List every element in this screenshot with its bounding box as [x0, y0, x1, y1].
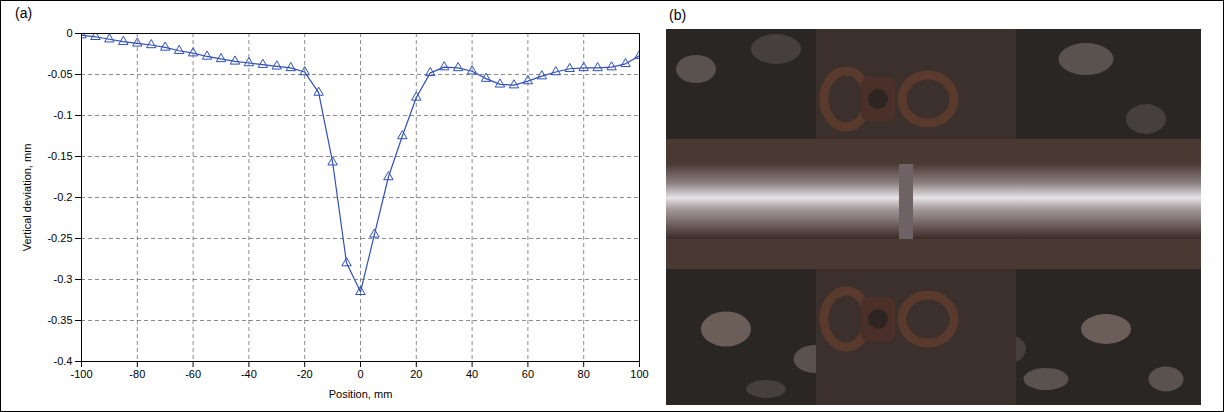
svg-text:0: 0: [66, 27, 72, 39]
svg-text:-40: -40: [241, 368, 257, 380]
svg-text:-0.2: -0.2: [54, 191, 73, 203]
svg-text:20: 20: [410, 368, 422, 380]
svg-text:60: 60: [522, 368, 534, 380]
svg-text:0: 0: [357, 368, 363, 380]
svg-text:-60: -60: [185, 368, 201, 380]
svg-text:-100: -100: [70, 368, 92, 380]
svg-text:-0.3: -0.3: [54, 273, 73, 285]
svg-text:Vertical deviation, mm: Vertical deviation, mm: [21, 144, 33, 252]
html-text:(b): (b): [669, 7, 687, 23]
svg-text:-0.15: -0.15: [47, 150, 72, 162]
svg-text:100: 100: [630, 368, 648, 380]
html-text:(a): (a): [15, 5, 33, 21]
svg-text:-0.35: -0.35: [47, 314, 72, 326]
svg-text:-0.05: -0.05: [47, 68, 72, 80]
svg-text:40: 40: [466, 368, 478, 380]
svg-text:80: 80: [578, 368, 590, 380]
svg-text:-0.4: -0.4: [54, 355, 73, 367]
svg-text:-0.1: -0.1: [54, 109, 73, 121]
svg-text:Position, mm: Position, mm: [329, 388, 393, 400]
svg-text:-20: -20: [297, 368, 313, 380]
svg-text:-80: -80: [129, 368, 145, 380]
svg-text:-0.25: -0.25: [47, 232, 72, 244]
